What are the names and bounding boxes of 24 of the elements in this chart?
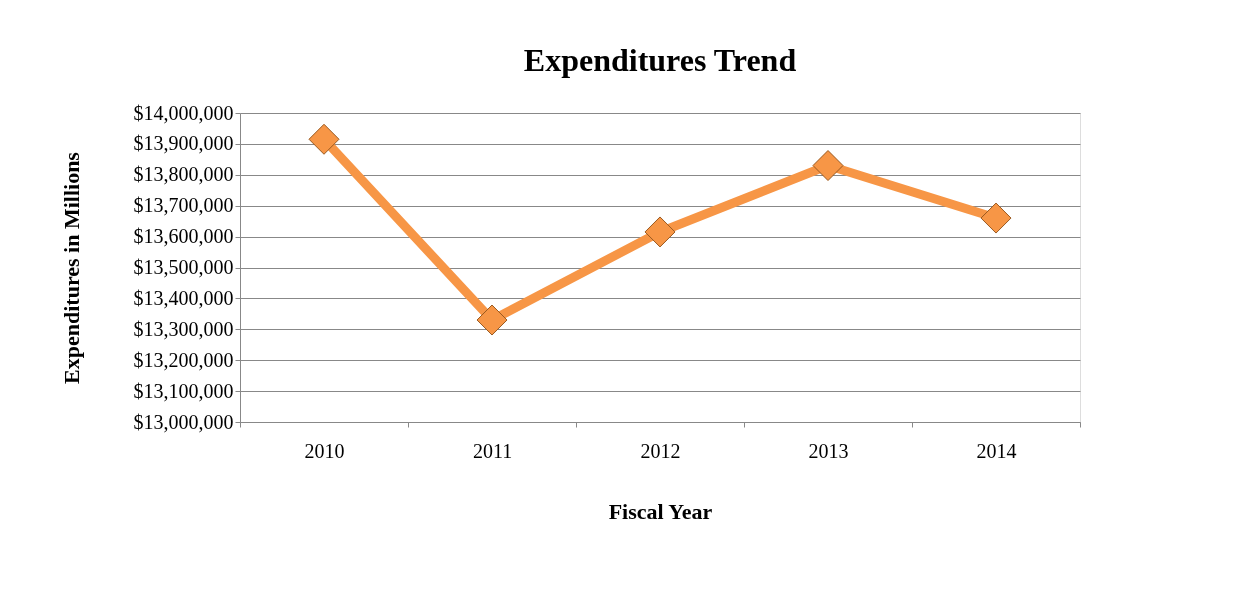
point [476, 304, 508, 336]
chart-title: Expenditures Trend [523, 42, 797, 78]
y-tick-label: $13,000,000 [133, 410, 234, 433]
y-tick-label: $13,900,000 [133, 132, 234, 155]
y-tick-label: $13,300,000 [133, 317, 234, 340]
point [980, 202, 1012, 234]
y-tick-label: $13,400,000 [133, 286, 234, 309]
point [812, 150, 844, 182]
y-tick-label: $13,600,000 [133, 225, 234, 248]
y-axis-title: Expenditures in Millions [58, 151, 84, 384]
x-tick-label: 2010 [304, 439, 345, 462]
y-tick-label: $14,000,000 [133, 101, 234, 124]
point [308, 123, 340, 155]
y-tick-label: $13,800,000 [133, 163, 234, 186]
y-tick-label: $13,200,000 [133, 348, 234, 371]
point [644, 216, 676, 248]
x-axis-title: Fiscal Year [608, 498, 713, 524]
y-tick-label: $13,100,000 [133, 379, 234, 402]
x-tick-label: 2014 [976, 439, 1017, 462]
y-tick-label: $13,500,000 [133, 256, 234, 278]
x-tick-label: 2011 [472, 439, 513, 462]
x-tick-label: 2013 [808, 439, 849, 462]
y-tick-label: $13,700,000 [133, 194, 234, 217]
x-tick-label: 2012 [640, 439, 681, 462]
